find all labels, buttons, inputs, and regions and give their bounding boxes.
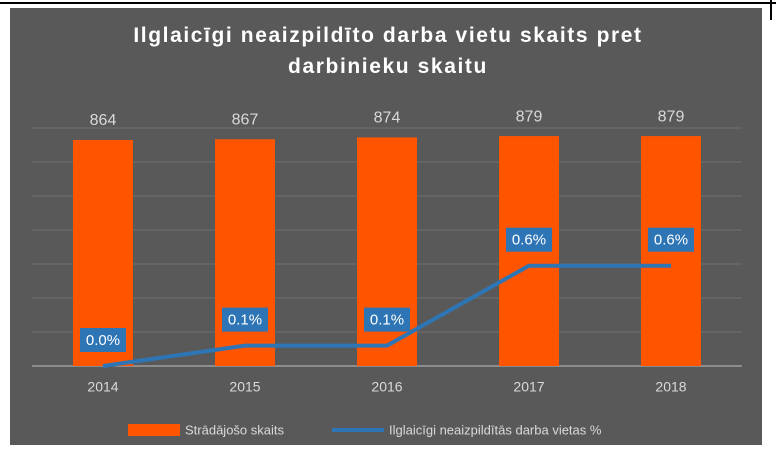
legend-swatch	[128, 424, 180, 436]
data-label-box	[80, 328, 126, 352]
x-tick-label: 2016	[371, 379, 402, 395]
data-label-box	[222, 307, 268, 332]
legend-label: Ilglaicīgi neaizpildītās darba vietas %	[389, 422, 602, 437]
data-label: 0.6%	[512, 232, 546, 249]
line	[102, 263, 671, 368]
data-label-box	[364, 307, 410, 332]
data-label: 0.0%	[86, 332, 120, 349]
data-label-box	[506, 227, 552, 252]
data-label: 0.1%	[370, 312, 404, 329]
data-label: 879	[658, 108, 685, 125]
x-tick-label: 2014	[87, 379, 118, 395]
chart-title: Ilglaicīgi neaizpildīto darba vietu skai…	[133, 24, 643, 78]
data-label: 879	[516, 108, 543, 125]
x-tick-label: 2018	[655, 379, 686, 395]
data-label: 864	[90, 112, 117, 129]
data-label: 0.1%	[228, 312, 262, 329]
x-tick-label: 2017	[513, 379, 544, 395]
data-label-box	[648, 227, 694, 252]
data-label: 867	[232, 111, 259, 128]
x-tick-label: 2015	[229, 379, 260, 395]
right-border	[770, 0, 772, 20]
legend-label: Strādājošo skaits	[185, 422, 284, 437]
top-border	[0, 2, 776, 4]
bar	[215, 139, 275, 366]
data-label: 0.6%	[654, 232, 688, 249]
data-label: 874	[374, 110, 401, 127]
